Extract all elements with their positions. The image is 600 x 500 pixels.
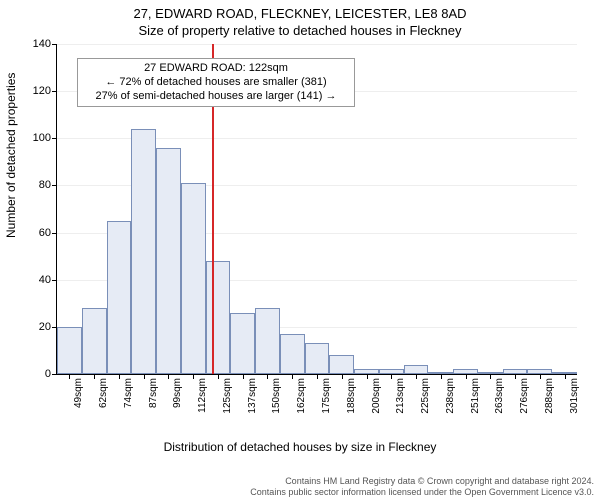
histogram-bar bbox=[379, 369, 404, 374]
x-tick-mark bbox=[267, 374, 268, 379]
x-tick-mark bbox=[565, 374, 566, 379]
x-tick-mark bbox=[441, 374, 442, 379]
x-tick-label: 137sqm bbox=[247, 378, 258, 414]
y-tick-label: 140 bbox=[33, 38, 51, 50]
y-tick-mark bbox=[52, 374, 57, 375]
histogram-bar bbox=[329, 355, 354, 374]
y-tick-mark bbox=[52, 185, 57, 186]
x-tick-label: 150sqm bbox=[271, 378, 282, 414]
histogram-bar bbox=[527, 369, 552, 374]
x-tick-mark bbox=[94, 374, 95, 379]
y-tick-label: 0 bbox=[45, 368, 51, 380]
annotation-line1: 27 EDWARD ROAD: 122sqm bbox=[84, 62, 348, 76]
x-tick-mark bbox=[243, 374, 244, 379]
x-tick-label: 225sqm bbox=[420, 378, 431, 414]
x-tick-label: 238sqm bbox=[445, 378, 456, 414]
histogram-bar bbox=[230, 313, 255, 374]
annotation-box: 27 EDWARD ROAD: 122sqm ← 72% of detached… bbox=[77, 58, 355, 107]
gridline bbox=[57, 44, 577, 45]
y-tick-mark bbox=[52, 138, 57, 139]
x-tick-mark bbox=[540, 374, 541, 379]
histogram-bar bbox=[404, 365, 429, 374]
x-tick-label: 62sqm bbox=[98, 378, 109, 408]
x-tick-label: 87sqm bbox=[148, 378, 159, 408]
x-tick-mark bbox=[490, 374, 491, 379]
histogram-bar bbox=[57, 327, 82, 374]
histogram-bar bbox=[478, 372, 503, 374]
histogram-bar bbox=[280, 334, 305, 374]
x-tick-mark bbox=[119, 374, 120, 379]
x-tick-label: 301sqm bbox=[569, 378, 580, 414]
x-tick-mark bbox=[466, 374, 467, 379]
annotation-line2: ← 72% of detached houses are smaller (38… bbox=[84, 76, 348, 90]
page-title-line1: 27, EDWARD ROAD, FLECKNEY, LEICESTER, LE… bbox=[0, 6, 600, 23]
x-tick-label: 288sqm bbox=[544, 378, 555, 414]
x-tick-mark bbox=[292, 374, 293, 379]
histogram-bar bbox=[453, 369, 478, 374]
x-tick-label: 175sqm bbox=[321, 378, 332, 414]
x-tick-label: 200sqm bbox=[371, 378, 382, 414]
x-tick-mark bbox=[218, 374, 219, 379]
y-tick-label: 120 bbox=[33, 85, 51, 97]
y-tick-mark bbox=[52, 44, 57, 45]
histogram-bar bbox=[503, 369, 528, 374]
x-tick-mark bbox=[168, 374, 169, 379]
x-tick-mark bbox=[69, 374, 70, 379]
x-tick-mark bbox=[144, 374, 145, 379]
y-tick-label: 60 bbox=[39, 227, 51, 239]
x-tick-label: 99sqm bbox=[172, 378, 183, 408]
histogram-bar bbox=[156, 148, 181, 374]
histogram-bar bbox=[354, 369, 379, 374]
x-tick-mark bbox=[367, 374, 368, 379]
x-tick-label: 263sqm bbox=[494, 378, 505, 414]
chart-container: Number of detached properties 27 EDWARD … bbox=[0, 38, 600, 458]
x-tick-mark bbox=[416, 374, 417, 379]
histogram-bar bbox=[428, 372, 453, 374]
x-tick-mark bbox=[391, 374, 392, 379]
plot-area: 27 EDWARD ROAD: 122sqm ← 72% of detached… bbox=[56, 44, 577, 375]
footer-attribution: Contains HM Land Registry data © Crown c… bbox=[250, 476, 594, 498]
x-tick-label: 213sqm bbox=[395, 378, 406, 414]
histogram-bar bbox=[181, 183, 206, 374]
y-tick-label: 80 bbox=[39, 179, 51, 191]
footer-line1: Contains HM Land Registry data © Crown c… bbox=[250, 476, 594, 487]
y-tick-mark bbox=[52, 91, 57, 92]
x-tick-label: 276sqm bbox=[519, 378, 530, 414]
x-tick-label: 125sqm bbox=[222, 378, 233, 414]
y-tick-mark bbox=[52, 233, 57, 234]
x-tick-label: 162sqm bbox=[296, 378, 307, 414]
histogram-bar bbox=[255, 308, 280, 374]
x-tick-mark bbox=[342, 374, 343, 379]
y-tick-label: 20 bbox=[39, 321, 51, 333]
annotation-line3: 27% of semi-detached houses are larger (… bbox=[84, 90, 348, 104]
histogram-bar bbox=[206, 261, 231, 374]
y-tick-label: 100 bbox=[33, 132, 51, 144]
y-axis-label: Number of detached properties bbox=[4, 73, 18, 238]
footer-line2: Contains public sector information licen… bbox=[250, 487, 594, 498]
histogram-bar bbox=[131, 129, 156, 374]
x-tick-mark bbox=[193, 374, 194, 379]
histogram-bar bbox=[305, 343, 330, 374]
x-tick-label: 49sqm bbox=[73, 378, 84, 408]
histogram-bar bbox=[82, 308, 107, 374]
x-tick-label: 112sqm bbox=[197, 378, 208, 413]
x-tick-label: 188sqm bbox=[346, 378, 357, 414]
x-tick-label: 251sqm bbox=[470, 378, 481, 414]
y-tick-mark bbox=[52, 280, 57, 281]
x-tick-mark bbox=[317, 374, 318, 379]
y-tick-label: 40 bbox=[39, 274, 51, 286]
histogram-bar bbox=[552, 372, 577, 374]
x-tick-mark bbox=[515, 374, 516, 379]
histogram-bar bbox=[107, 221, 132, 374]
x-axis-label: Distribution of detached houses by size … bbox=[0, 440, 600, 454]
x-tick-label: 74sqm bbox=[123, 378, 134, 408]
